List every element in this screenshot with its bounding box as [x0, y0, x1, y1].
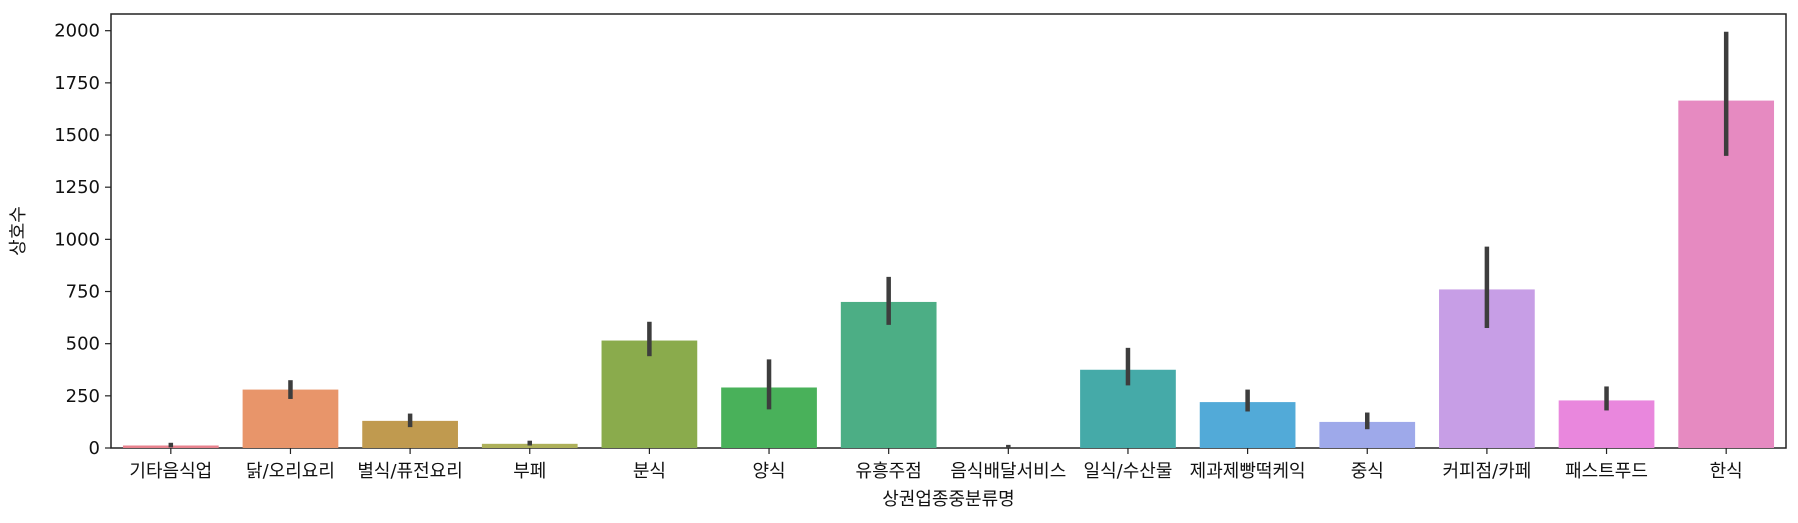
x-tick-label: 중식	[1351, 461, 1384, 482]
x-tick-label: 양식	[752, 461, 785, 482]
bar	[1678, 100, 1775, 449]
x-axis-title: 상권업종중분류명	[882, 489, 1014, 510]
y-tick-label: 500	[66, 334, 100, 355]
y-tick-label: 750	[66, 282, 100, 303]
x-tick-label: 분식	[633, 461, 666, 482]
x-tick-label: 유흥주점	[856, 461, 922, 482]
y-tick-label: 2000	[54, 21, 100, 42]
x-tick-label: 닭/오리요리	[246, 461, 335, 482]
x-tick-label: 별식/퓨전요리	[357, 461, 462, 482]
bars-layer	[122, 100, 1775, 449]
x-axis: 기타음식업 닭/오리요리 별식/퓨전요리 부페 분식 양식 유흥주점 음식배달서비스 일식/수산…	[129, 448, 1743, 482]
y-axis: 0 250 500 750 1000 1250 1500 1750 2000	[54, 21, 111, 459]
x-tick-label: 한식	[1710, 461, 1743, 482]
y-tick-label: 250	[66, 386, 100, 407]
bar	[242, 389, 339, 448]
x-tick-label: 기타음식업	[129, 461, 212, 482]
bar	[481, 443, 578, 448]
plot-area	[110, 13, 1787, 449]
bar	[840, 301, 937, 448]
y-tick-label: 1250	[54, 177, 100, 198]
y-tick-label: 0	[89, 438, 100, 459]
y-axis-title: 상호수	[8, 206, 29, 256]
y-tick-label: 1500	[54, 125, 100, 146]
x-tick-label: 커피점/카페	[1442, 461, 1531, 482]
y-tick-label: 1000	[54, 229, 100, 250]
x-tick-label: 패스트푸드	[1565, 461, 1648, 482]
x-tick-label: 음식배달서비스	[950, 461, 1066, 482]
y-tick-label: 1750	[54, 73, 100, 94]
error-bars-layer	[168, 31, 1729, 448]
bar	[601, 340, 698, 448]
x-tick-label: 부페	[513, 461, 546, 482]
x-tick-label: 일식/수산물	[1084, 461, 1173, 482]
x-tick-label: 제과제빵떡케익	[1190, 461, 1306, 482]
